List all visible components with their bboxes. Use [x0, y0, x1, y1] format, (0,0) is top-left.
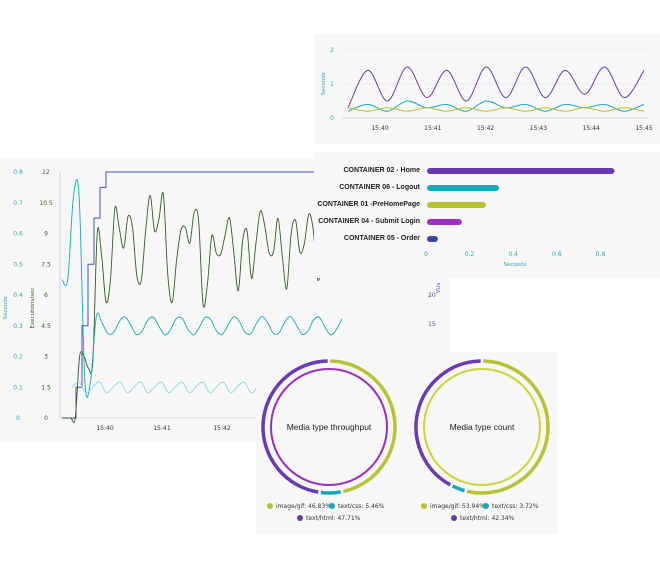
y2-tick-label: 0 — [44, 415, 48, 422]
donut-slice — [320, 490, 342, 495]
y-axis-label: Seconds — [3, 296, 9, 319]
response-time-card: 0 1 2 Seconds 15:40 15:41 15:42 15:43 15:44 15:45 — [314, 34, 660, 144]
legend-label: image/gif: 53.94% — [430, 503, 485, 510]
y-tick-label: 1 — [330, 81, 334, 88]
legend-swatch — [329, 503, 335, 509]
y2-tick-label: 6 — [44, 292, 48, 299]
y3-axis-label: VUs — [436, 283, 442, 294]
y2-axis-label: Executions/sec — [30, 288, 36, 329]
bar — [427, 202, 486, 208]
x-tick-label: 15:41 — [424, 125, 441, 132]
legend-label: text/css: 3.72% — [492, 503, 539, 510]
bar — [427, 236, 438, 242]
x-tick-label: 0.6 — [552, 251, 562, 258]
x-tick-label: 0.4 — [508, 251, 518, 258]
donut-title: Media type count — [450, 422, 515, 432]
donut-slice — [451, 484, 466, 493]
legend-swatch — [267, 503, 273, 509]
x-tick-label: 15:45 — [635, 125, 652, 132]
legend-swatch — [421, 503, 427, 509]
series-line — [347, 100, 645, 112]
series-line — [61, 178, 343, 398]
legend-label: text/html: 47.71% — [306, 515, 361, 522]
bar-label: CONTAINER 06 - Logout — [339, 184, 420, 191]
y-tick-label: 0.4 — [13, 292, 23, 299]
x-tick-label: 15:42 — [477, 125, 494, 132]
donut-slice — [330, 359, 397, 494]
response-time-line-chart: 0 1 2 Seconds 15:40 15:41 15:42 15:43 15:44 15:45 — [321, 47, 653, 132]
y3-tick-label: 20 — [428, 292, 436, 299]
y-axis-label: Seconds — [321, 72, 327, 95]
donut-slice — [414, 359, 481, 487]
x-tick-label: 0 — [424, 251, 428, 258]
media-type-donut-charts: Media type throughput image/gif: 46.83% te… — [261, 359, 550, 522]
y-tick-label: 0.2 — [13, 354, 23, 361]
y-tick-label: 0.7 — [13, 200, 23, 207]
container-times-card: CONTAINER 02 - Home CONTAINER 06 - Logout… — [314, 152, 660, 278]
bar — [427, 185, 499, 191]
legend-label: image/gif: 46.83% — [276, 503, 331, 510]
y2-tick-label: 3 — [44, 354, 48, 361]
x-tick-label: 15:41 — [153, 425, 170, 432]
bar-label: CONTAINER 04 - Submit Login — [318, 218, 420, 225]
series-line — [71, 381, 273, 394]
media-type-card: Media type throughput image/gif: 46.83% te… — [256, 352, 558, 534]
legend-swatch — [483, 503, 489, 509]
y-tick-label: 0 — [16, 415, 20, 422]
y2-tick-label: 10.5 — [39, 200, 53, 207]
legend-swatch — [297, 515, 303, 521]
series-line — [62, 191, 323, 423]
bar-label: CONTAINER 02 - Home — [344, 167, 421, 174]
bar — [427, 168, 615, 174]
y-tick-label: 0.5 — [13, 261, 23, 268]
x-tick-label: 0.2 — [465, 251, 475, 258]
x-tick-label: 15:44 — [583, 125, 600, 132]
donut-slice — [466, 359, 550, 495]
donut-slice — [261, 359, 328, 494]
bar-label: CONTAINER 01 -PreHomePage — [317, 201, 420, 208]
container-times-bar-chart: CONTAINER 02 - Home CONTAINER 06 - Logout… — [317, 167, 615, 268]
series-line — [347, 107, 645, 112]
legend-swatch — [451, 515, 457, 521]
bar-label: CONTAINER 05 - Order — [344, 235, 420, 242]
donut-title: Media type throughput — [287, 422, 372, 432]
legend-label: text/css: 5.46% — [338, 503, 385, 510]
x-tick-label: 15:40 — [96, 425, 113, 432]
y-tick-label: 2 — [330, 47, 334, 54]
x-tick-label: 15:42 — [213, 425, 230, 432]
y-tick-label: 0.3 — [13, 323, 23, 330]
executions-line-chart: 0 0.1 0.2 0.3 0.4 0.5 0.6 0.7 0.8 0 1.5 3 4.5 6 7.5 9 10… — [3, 169, 442, 432]
series-line — [347, 66, 645, 109]
y-tick-label: 0 — [330, 115, 334, 122]
x-tick-label: 15:43 — [530, 125, 547, 132]
y2-tick-label: 7.5 — [41, 261, 51, 268]
x-tick-label: 0.8 — [596, 251, 606, 258]
y3-tick-label: 15 — [428, 321, 436, 328]
legend-label: text/html: 42.34% — [460, 515, 515, 522]
donut-inner-ring — [423, 368, 541, 486]
y2-tick-label: 1.5 — [41, 384, 51, 391]
y-tick-label: 0.6 — [13, 231, 23, 238]
y2-tick-label: 9 — [44, 231, 48, 238]
y-tick-label: 0.8 — [13, 169, 23, 176]
y-tick-label: 0.1 — [13, 384, 23, 391]
donut-inner-ring — [270, 368, 388, 486]
y2-tick-label: 4.5 — [41, 323, 51, 330]
x-tick-label: 15:40 — [371, 125, 388, 132]
bar — [427, 219, 462, 225]
y2-tick-label: 12 — [42, 169, 50, 176]
x-axis-label: Seconds — [503, 262, 526, 268]
